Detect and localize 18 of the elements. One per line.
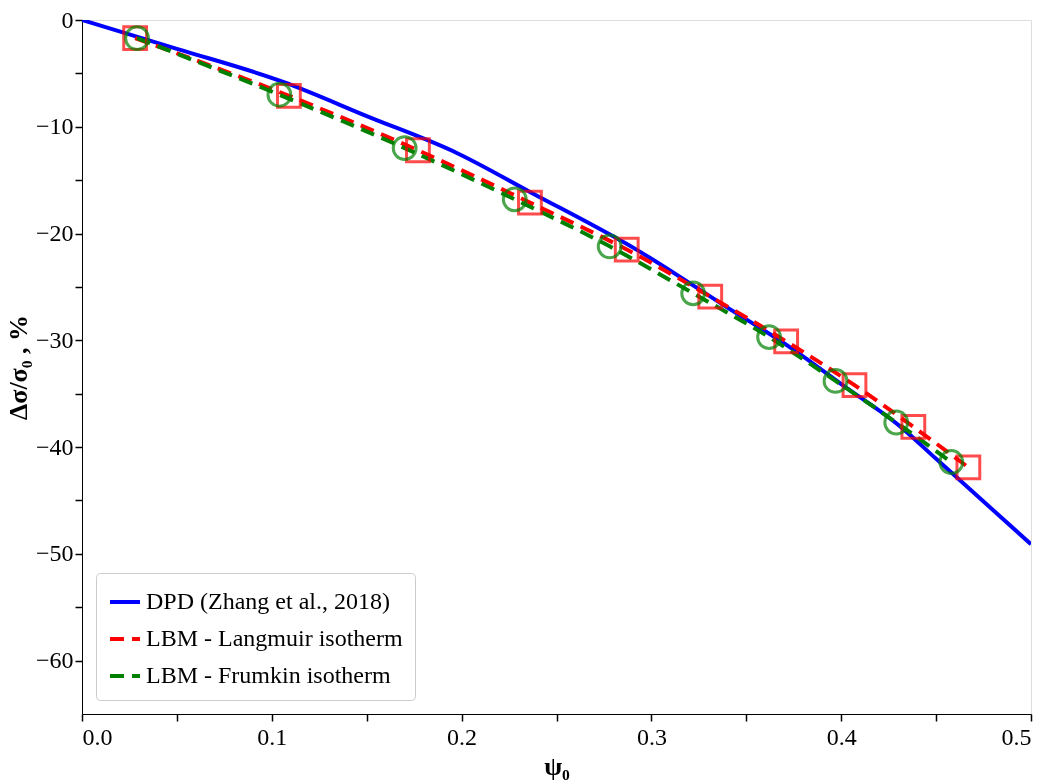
y-tick-label: −50	[35, 540, 74, 567]
y-tick-label: −20	[35, 220, 74, 247]
x-axis-title: ψ₀	[544, 751, 571, 781]
x-tick-label: 0.0	[82, 723, 113, 750]
y-tick-label: 0	[61, 6, 74, 33]
y-tick-label: −60	[35, 647, 74, 674]
y-tick-label: −10	[35, 113, 74, 140]
x-tick-label: 0.3	[636, 723, 667, 750]
x-tick-label: 0.5	[1001, 723, 1032, 750]
legend-label: LBM - Langmuir isotherm	[146, 625, 403, 651]
y-axis-title: Δσ/σ₀ , %	[3, 314, 33, 421]
x-tick-label: 0.4	[826, 723, 857, 750]
y-tick-label: −30	[35, 326, 74, 353]
x-tick-label: 0.2	[447, 723, 478, 750]
legend-label: LBM - Frumkin isotherm	[146, 662, 391, 688]
x-tick-label: 0.1	[257, 723, 288, 750]
legend-label: DPD (Zhang et al., 2018)	[146, 588, 390, 614]
y-tick-label: −40	[35, 433, 74, 460]
